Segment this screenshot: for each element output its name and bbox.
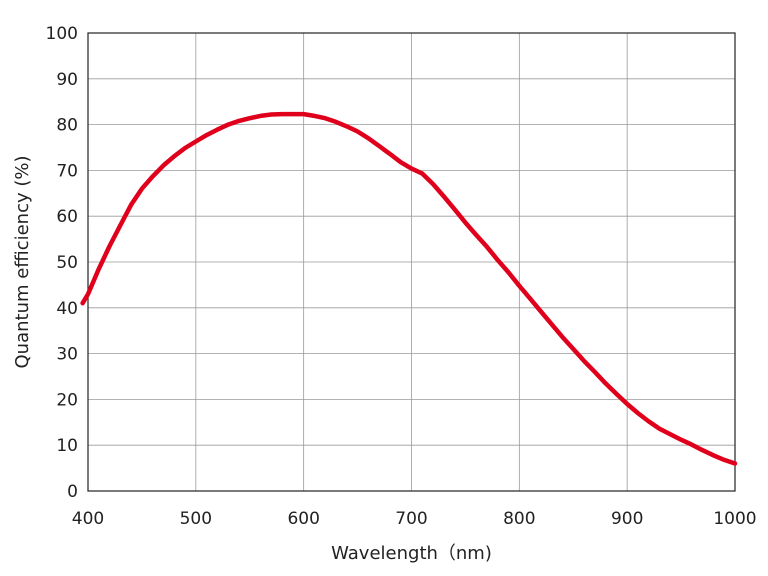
series-layer bbox=[80, 111, 738, 466]
x-tick-label: 600 bbox=[287, 509, 319, 529]
x-tick-label: 800 bbox=[503, 509, 535, 529]
y-tick-label: 0 bbox=[67, 482, 78, 502]
x-tick-label: 900 bbox=[611, 509, 643, 529]
y-tick-label: 60 bbox=[56, 207, 78, 227]
y-tick-label: 100 bbox=[46, 24, 78, 44]
x-tick-labels: 400 500 600 700 800 900 1000 bbox=[72, 509, 757, 529]
y-tick-label: 20 bbox=[56, 390, 78, 410]
x-tick-label: 1000 bbox=[713, 509, 756, 529]
y-tick-label: 80 bbox=[56, 116, 78, 136]
y-tick-label: 70 bbox=[56, 161, 78, 181]
x-axis-title: Wavelength（nm) bbox=[331, 543, 492, 564]
y-tick-labels: 0 10 20 30 40 50 60 70 80 90 100 bbox=[46, 24, 78, 502]
grid bbox=[87, 32, 736, 492]
y-tick-label: 10 bbox=[56, 436, 78, 456]
x-tick-label: 700 bbox=[395, 509, 427, 529]
y-axis-title: Quantum efficiency (%) bbox=[12, 155, 33, 368]
y-tick-label: 50 bbox=[56, 253, 78, 273]
plot-frame bbox=[87, 32, 736, 492]
y-tick-label: 30 bbox=[56, 345, 78, 365]
qe-curve bbox=[80, 111, 738, 466]
x-tick-label: 400 bbox=[72, 509, 104, 529]
x-tick-label: 500 bbox=[180, 509, 212, 529]
y-tick-label: 40 bbox=[56, 299, 78, 319]
y-tick-label: 90 bbox=[56, 70, 78, 90]
